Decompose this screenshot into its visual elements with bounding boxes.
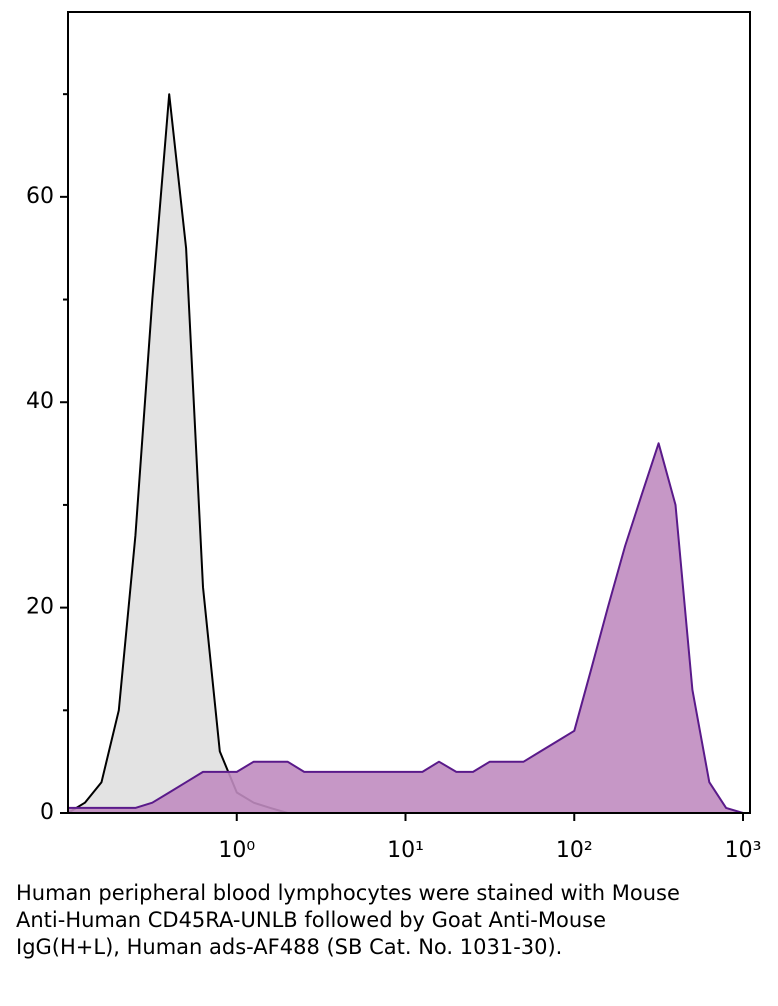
histogram-area [68,443,743,813]
x-tick-label: 10² [556,838,593,863]
y-tick-label: 20 [26,595,54,620]
chart: 0 20 40 60 10⁰ 10¹ 10² 10³ [26,11,762,863]
histogram-line [68,442,744,814]
plot-frame [67,11,751,814]
histogram-area [68,94,743,813]
y-tick-label: 60 [26,184,54,209]
y-tick-label: 0 [40,800,54,825]
x-tick-label: 10³ [725,838,762,863]
y-tick-label: 40 [26,389,54,414]
caption: Human peripheral blood lymphocytes were … [16,881,680,959]
x-tick-label: 10¹ [387,838,424,863]
x-tick-label: 10⁰ [218,838,255,863]
